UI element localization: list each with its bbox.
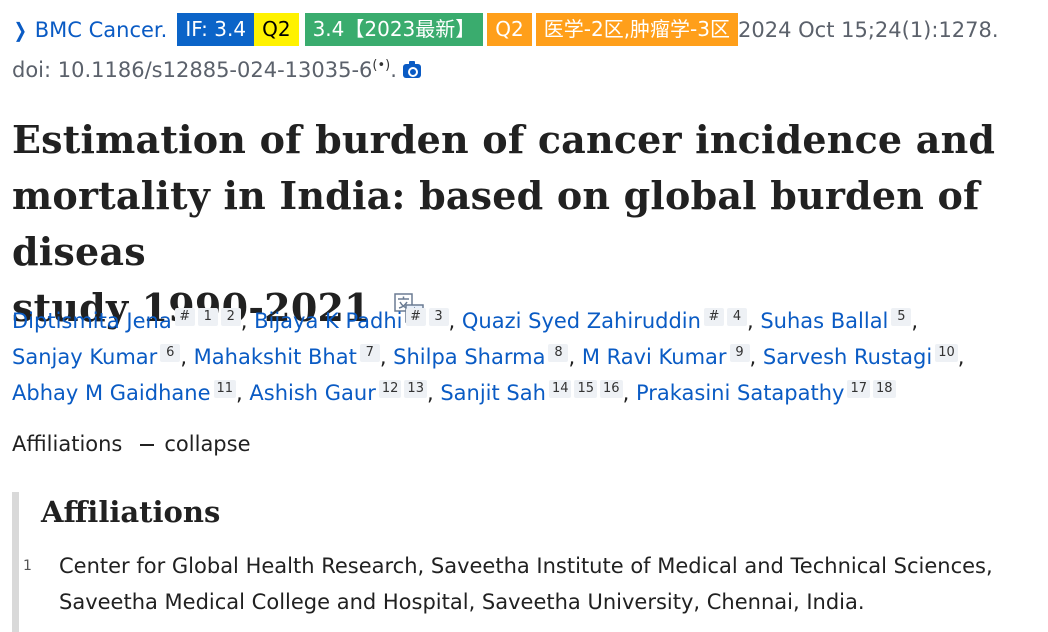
affiliation-text-line-2: Saveetha Medical College and Hospital, S… <box>59 590 865 614</box>
quartile-badge: Q2 <box>254 13 299 46</box>
affiliations-toggle-label: Affiliations <box>12 432 123 456</box>
affiliation-ref[interactable]: 3 <box>428 308 449 326</box>
affiliation-number: 1 <box>23 558 32 574</box>
quartile-badge-2: Q2 <box>487 13 532 46</box>
author-list: Diptismita Jena #1 2, Bijaya K Padhi #3, Qu… <box>12 308 965 405</box>
broadcast-icon[interactable]: (•) <box>372 58 391 73</box>
affiliation-ref[interactable]: 13 <box>404 380 427 398</box>
author-link[interactable]: Ashish Gaur <box>249 381 376 405</box>
author-link[interactable]: Shilpa Sharma <box>393 345 546 369</box>
publication-date: 2024 Oct 15;24(1):1278. <box>738 18 999 42</box>
citation-line: ❯ BMC Cancer. IF: 3.4 Q2 3.4【2023最新】 Q2 医学-2区,… <box>12 12 1042 88</box>
affiliations-panel: Affiliations 1 Center for Global Health … <box>12 492 1048 632</box>
author-link[interactable]: M Ravi Kumar <box>581 345 727 369</box>
camera-icon[interactable] <box>402 61 421 78</box>
equal-contribution-marker: # <box>405 308 426 326</box>
equal-contribution-marker: # <box>174 308 195 326</box>
affiliation-ref[interactable]: 10 <box>935 344 958 362</box>
affiliation-ref[interactable]: 16 <box>600 380 623 398</box>
author-link[interactable]: Sarvesh Rustagi <box>762 345 933 369</box>
doi-line: doi: 10.1186/s12885-024-13035-6(•). <box>12 48 1042 88</box>
affiliation-ref[interactable]: 9 <box>729 344 750 362</box>
affiliation-ref[interactable]: 6 <box>160 344 181 362</box>
minus-icon <box>140 444 155 446</box>
author-link[interactable]: Prakasini Satapathy <box>635 381 845 405</box>
author-link[interactable]: Sanjay Kumar <box>12 345 158 369</box>
affiliation-ref[interactable]: 8 <box>548 344 569 362</box>
title-line-2: mortality in India: based on global burd… <box>12 173 980 274</box>
author-link[interactable]: Suhas Ballal <box>760 309 889 333</box>
affiliation-ref[interactable]: 7 <box>359 344 380 362</box>
affiliation-item: 1 Center for Global Health Research, Sav… <box>23 548 1039 620</box>
affiliation-ref[interactable]: 1 <box>197 308 218 326</box>
affiliation-ref[interactable]: 12 <box>378 380 402 398</box>
affiliation-ref[interactable]: 2 <box>220 308 241 326</box>
title-line-1: Estimation of burden of cancer incidence… <box>12 117 996 162</box>
chevron-right-icon[interactable]: ❯ <box>13 18 28 42</box>
author-link[interactable]: Bijaya K Padhi <box>254 309 403 333</box>
equal-contribution-marker: # <box>703 308 724 326</box>
doi-text[interactable]: doi: 10.1186/s12885-024-13035-6 <box>12 58 373 82</box>
collapse-action[interactable]: collapse <box>164 432 251 456</box>
author-link[interactable]: Mahakshit Bhat <box>193 345 357 369</box>
affiliation-ref[interactable]: 11 <box>213 380 237 398</box>
affiliation-ref[interactable]: 18 <box>873 380 896 398</box>
affiliation-ref[interactable]: 17 <box>847 380 871 398</box>
author-link[interactable]: Sanjit Sah <box>440 381 546 405</box>
journal-link[interactable]: BMC Cancer. <box>34 18 168 42</box>
affiliation-ref[interactable]: 4 <box>726 308 747 326</box>
affiliations-toggle[interactable]: Affiliations collapse <box>12 432 251 456</box>
affiliations-heading: Affiliations <box>41 495 221 529</box>
article-title: Estimation of burden of cancer incidence… <box>12 112 1048 336</box>
author-link[interactable]: Abhay M Gaidhane <box>12 381 211 405</box>
category-badge: 医学-2区,肿瘤学-3区 <box>535 13 738 46</box>
affiliation-ref[interactable]: 15 <box>574 380 598 398</box>
affiliation-text-line-1: Center for Global Health Research, Savee… <box>59 554 993 578</box>
affiliation-ref[interactable]: 14 <box>548 380 572 398</box>
affiliation-ref[interactable]: 5 <box>891 308 912 326</box>
impact-factor-badge: IF: 3.4 <box>177 13 255 46</box>
author-link[interactable]: Quazi Syed Zahiruddin <box>461 309 701 333</box>
latest-if-badge: 3.4【2023最新】 <box>304 13 484 46</box>
author-link[interactable]: Diptismita Jena <box>12 309 172 333</box>
